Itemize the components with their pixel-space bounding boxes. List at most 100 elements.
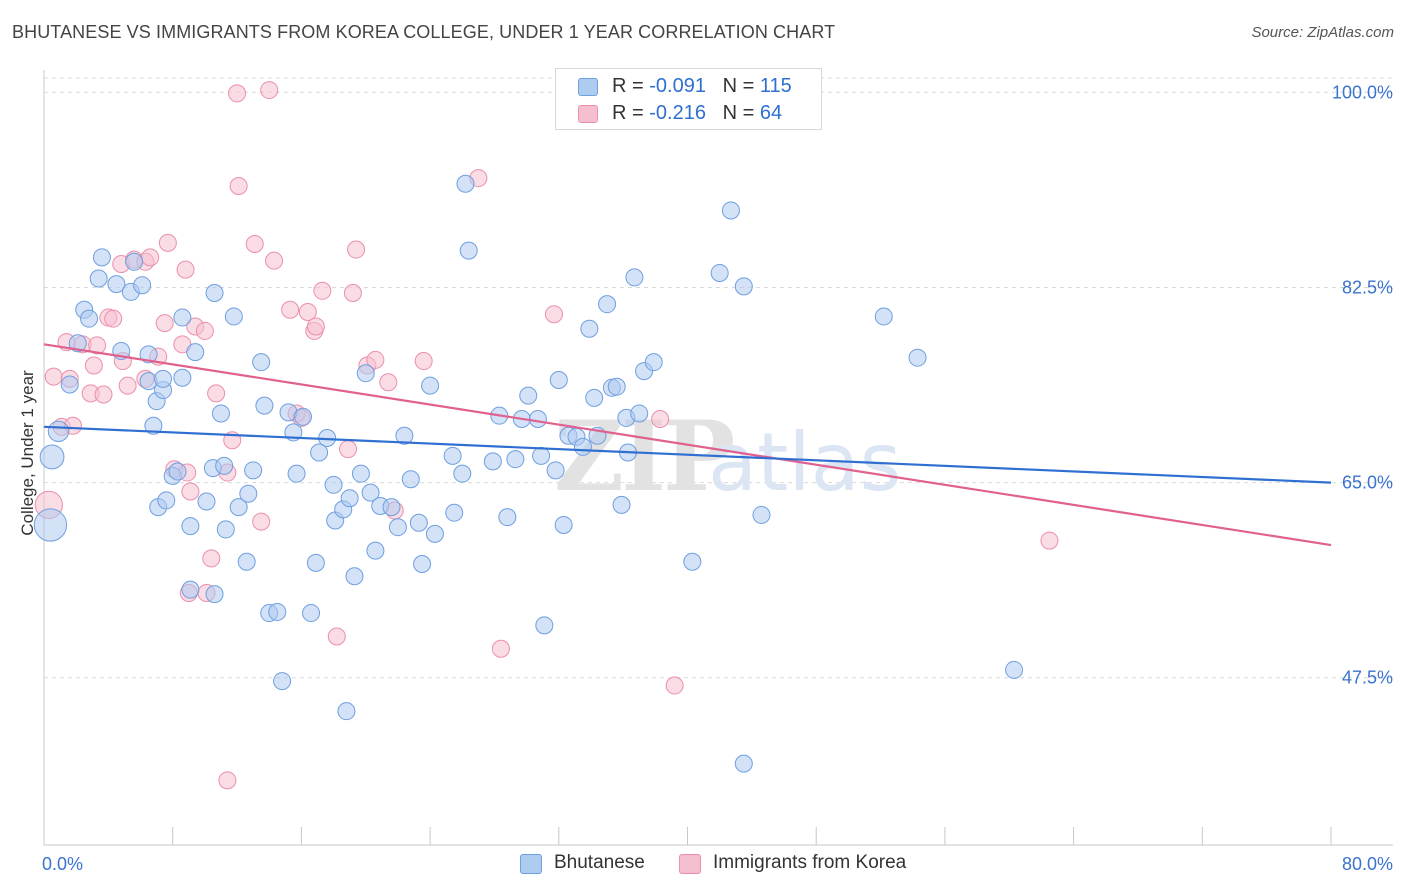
korea-point — [366, 350, 385, 369]
bhutanese-point — [324, 475, 343, 494]
korea-point — [44, 367, 63, 386]
bhutanese-point — [421, 376, 440, 395]
bhutanese-point — [205, 284, 224, 303]
bhutanese-point — [459, 241, 478, 260]
bhutanese-point — [33, 508, 68, 542]
bhutanese-point — [224, 307, 243, 326]
korea-point — [651, 410, 670, 429]
bhutanese-point — [580, 319, 599, 338]
bottom-legend-swatch-korea — [679, 854, 701, 874]
bhutanese-point — [47, 420, 70, 442]
korea-point — [195, 321, 214, 340]
bhutanese-point — [625, 268, 644, 287]
korea-point — [228, 84, 247, 103]
bhutanese-point — [528, 410, 547, 429]
legend-r-label: R = — [612, 75, 650, 97]
bhutanese-point — [734, 754, 753, 773]
bhutanese-point — [908, 348, 927, 367]
bhutanese-point — [211, 404, 230, 423]
legend-n-value: 64 — [759, 102, 783, 124]
bhutanese-point — [60, 375, 79, 394]
legend-r-value: -0.216 — [649, 102, 706, 124]
bhutanese-point — [89, 269, 108, 288]
bottom-legend-label-bhutanese: Bhutanese — [554, 852, 645, 873]
korea-point — [229, 176, 248, 195]
bhutanese-point — [874, 307, 893, 326]
bhutanese-point — [612, 495, 631, 514]
bhutanese-point — [273, 672, 292, 691]
legend-swatch-korea — [578, 105, 598, 123]
bhutanese-point — [255, 396, 274, 415]
bhutanese-point — [409, 513, 428, 532]
y-tick-label: 65.0% — [1342, 473, 1393, 493]
bhutanese-point — [395, 426, 414, 445]
korea-point — [1040, 531, 1059, 550]
bhutanese-point — [483, 452, 502, 471]
bhutanese-point — [456, 174, 475, 193]
korea-point — [181, 482, 200, 501]
bhutanese-point — [216, 520, 235, 539]
bhutanese-point — [173, 308, 192, 327]
korea-point — [158, 233, 177, 252]
bhutanese-point — [107, 275, 126, 294]
legend-n-value: 115 — [759, 75, 792, 97]
korea-point — [155, 314, 174, 333]
bhutanese-point — [157, 491, 176, 510]
bhutanese-point — [382, 498, 401, 517]
bhutanese-point — [356, 364, 375, 383]
bhutanese-point — [498, 508, 517, 527]
bhutanese-point — [532, 446, 551, 465]
bhutanese-point — [310, 443, 329, 462]
bhutanese-point — [554, 515, 573, 534]
bhutanese-point — [752, 505, 771, 524]
bhutanese-point — [388, 518, 407, 537]
bhutanese-point — [710, 263, 729, 282]
bhutanese-point — [268, 602, 287, 621]
korea-point — [313, 281, 332, 300]
bhutanese-point — [186, 343, 205, 362]
korea-point — [84, 356, 103, 375]
bhutanese-point — [721, 201, 740, 220]
bhutanese-point — [607, 377, 626, 396]
korea-point — [281, 300, 300, 319]
korea-point — [141, 248, 160, 267]
korea-point — [260, 81, 279, 100]
y-tick-label: 82.5% — [1342, 277, 1393, 297]
bhutanese-point — [573, 437, 592, 456]
korea-point — [544, 305, 563, 324]
bhutanese-point — [734, 277, 753, 296]
bhutanese-point — [443, 446, 462, 465]
bhutanese-point — [237, 552, 256, 571]
bhutanese-point — [302, 604, 321, 623]
x-tick-label: 0.0% — [42, 854, 83, 874]
bhutanese-point — [445, 503, 464, 522]
korea-point — [265, 251, 284, 270]
bhutanese-point — [413, 554, 432, 573]
series-bhutanese-points — [33, 174, 1024, 773]
gridlines — [44, 77, 1393, 679]
correlation-legend: R = -0.091 N = 115 R = -0.216 N = 64 — [555, 68, 822, 130]
korea-point — [104, 309, 123, 328]
bhutanese-point — [453, 464, 472, 483]
source-label: Source: ZipAtlas.com — [1251, 24, 1394, 41]
legend-n-label: N = — [722, 102, 760, 124]
bhutanese-point — [181, 517, 200, 536]
bhutanese-trend-line — [43, 425, 1332, 484]
tick-labels: 47.5% 65.0% 82.5% 100.0% 0.0% 80.0% — [42, 82, 1393, 874]
bhutanese-point — [68, 334, 87, 353]
bhutanese-point — [215, 456, 234, 475]
bhutanese-point — [425, 524, 444, 543]
bhutanese-point — [683, 552, 702, 571]
legend-text-korea: R = -0.216 N = 64 — [612, 102, 782, 125]
bhutanese-point — [519, 386, 538, 405]
bhutanese-point — [337, 702, 356, 721]
bhutanese-point — [197, 492, 216, 511]
bhutanese-point — [340, 489, 359, 508]
bhutanese-point — [168, 462, 187, 481]
korea-point — [339, 440, 358, 459]
legend-r-label: R = — [612, 102, 650, 124]
korea-point — [218, 771, 237, 790]
bhutanese-point — [535, 616, 554, 635]
bhutanese-point — [287, 464, 306, 483]
